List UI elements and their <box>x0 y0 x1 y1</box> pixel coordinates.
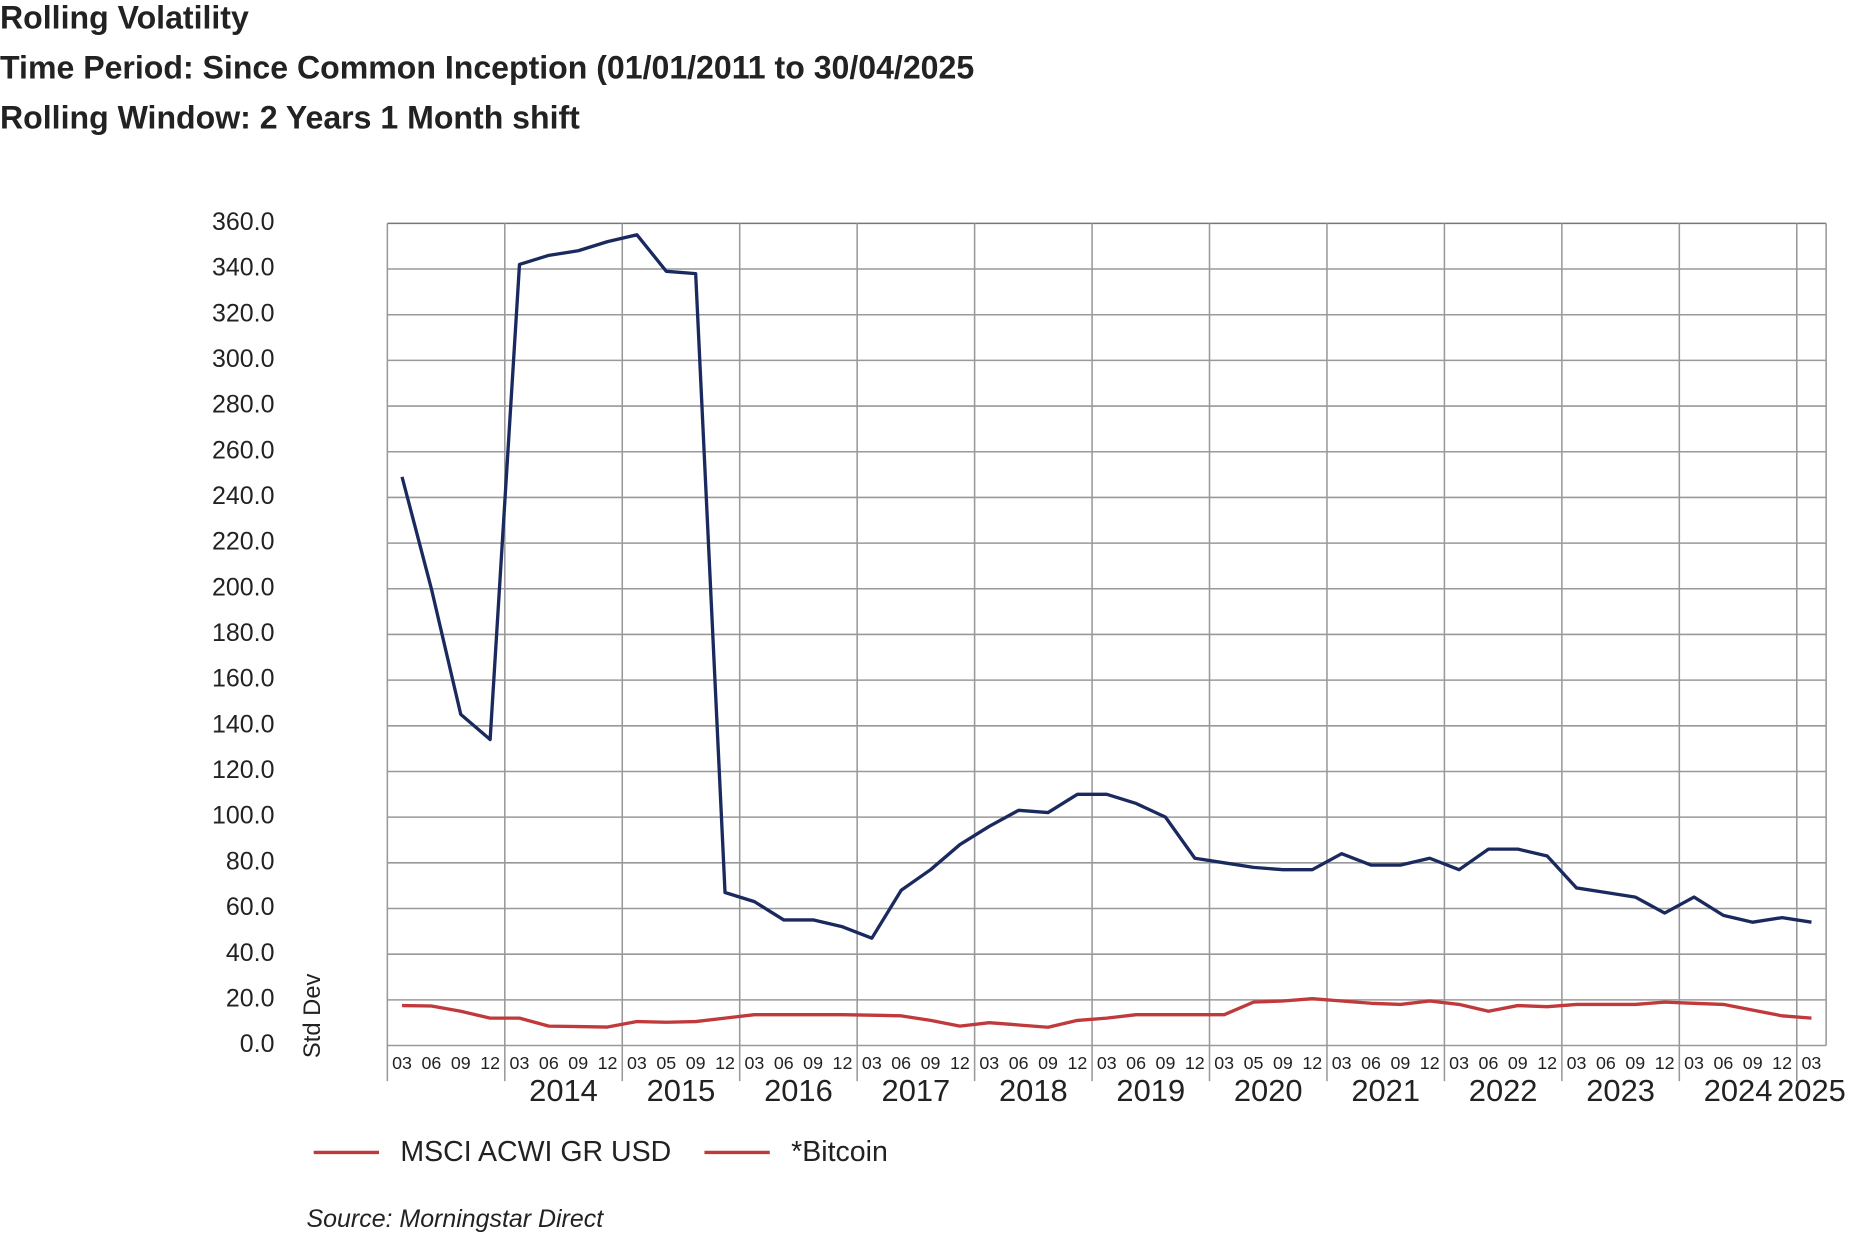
x-tick-label: 09 <box>451 1053 471 1073</box>
y-tick-label: 240.0 <box>212 482 274 510</box>
x-tick-label: 06 <box>1479 1053 1499 1073</box>
x-tick-label: 12 <box>950 1053 970 1073</box>
x-tick-label: 03 <box>1802 1053 1822 1073</box>
x-tick-label: 12 <box>1185 1053 1205 1073</box>
x-tick-label: 06 <box>1596 1053 1616 1073</box>
x-tick-label: 09 <box>1038 1053 1058 1073</box>
x-tick-label: 12 <box>1302 1053 1322 1073</box>
y-tick-label: 260.0 <box>212 436 274 464</box>
x-tick-label: 09 <box>1390 1053 1410 1073</box>
y-tick-label: 100.0 <box>212 802 274 830</box>
x-tick-label: 06 <box>774 1053 794 1073</box>
x-tick-label: 09 <box>1273 1053 1293 1073</box>
x-tick-label: 09 <box>568 1053 588 1073</box>
x-tick-label: 12 <box>1420 1053 1440 1073</box>
y-tick-label: 0.0 <box>240 1030 275 1058</box>
x-tick-label: 03 <box>744 1053 764 1073</box>
x-tick-label: 06 <box>1361 1053 1381 1073</box>
x-tick-label: 03 <box>1214 1053 1234 1073</box>
y-tick-label: 80.0 <box>226 847 275 875</box>
x-tick-label: 06 <box>421 1053 441 1073</box>
y-tick-label: 120.0 <box>212 756 274 784</box>
x-tick-label: 09 <box>686 1053 706 1073</box>
x-group-label: 2024 <box>1704 1073 1773 1108</box>
x-tick-label: 03 <box>510 1053 530 1073</box>
y-tick-label: 360.0 <box>212 208 274 236</box>
x-group-label: 2019 <box>1116 1073 1185 1108</box>
x-tick-label: 09 <box>1743 1053 1763 1073</box>
x-tick-label: 06 <box>539 1053 559 1073</box>
x-tick-label: 06 <box>1126 1053 1146 1073</box>
x-tick-label: 05 <box>1244 1053 1264 1073</box>
x-tick-label: 03 <box>979 1053 999 1073</box>
x-group-label: 2015 <box>647 1073 716 1108</box>
x-tick-label: 05 <box>656 1053 676 1073</box>
legend-label: MSCI ACWI GR USD <box>400 1136 671 1168</box>
x-group-label: 2020 <box>1234 1073 1303 1108</box>
y-tick-label: 40.0 <box>226 939 275 967</box>
x-tick-label: 12 <box>1067 1053 1087 1073</box>
x-tick-label: 03 <box>1567 1053 1587 1073</box>
y-tick-label: 280.0 <box>212 391 274 419</box>
x-tick-label: 09 <box>803 1053 823 1073</box>
chart-subtitle: Time Period: Since Common Inception (01/… <box>0 49 974 85</box>
x-tick-label: 12 <box>1655 1053 1675 1073</box>
source: Source: Morningstar Direct <box>307 1205 605 1233</box>
x-tick-label: 12 <box>715 1053 735 1073</box>
x-tick-label: 03 <box>1332 1053 1352 1073</box>
x-tick-label: 09 <box>1625 1053 1645 1073</box>
x-group-label: 2018 <box>999 1073 1068 1108</box>
x-group-label: 2022 <box>1469 1073 1538 1108</box>
x-tick-label: 03 <box>392 1053 412 1073</box>
y-tick-label: 200.0 <box>212 573 274 601</box>
x-tick-label: 03 <box>1684 1053 1704 1073</box>
y-tick-label: 140.0 <box>212 710 274 738</box>
x-tick-label: 12 <box>480 1053 500 1073</box>
legend-label: *Bitcoin <box>791 1136 888 1168</box>
y-tick-label: 320.0 <box>212 299 274 327</box>
x-group-label: 2023 <box>1586 1073 1655 1108</box>
x-tick-label: 12 <box>833 1053 853 1073</box>
x-tick-label: 09 <box>1508 1053 1528 1073</box>
x-tick-label: 06 <box>891 1053 911 1073</box>
y-tick-label: 20.0 <box>226 984 275 1012</box>
y-tick-label: 180.0 <box>212 619 274 647</box>
y-axis-label: Std Dev <box>299 973 326 1058</box>
y-tick-label: 300.0 <box>212 345 274 373</box>
x-tick-label: 06 <box>1713 1053 1733 1073</box>
chart-title: Rolling Volatility <box>0 0 249 36</box>
x-tick-label: 09 <box>921 1053 941 1073</box>
x-tick-label: 06 <box>1009 1053 1029 1073</box>
y-tick-label: 160.0 <box>212 665 274 693</box>
y-tick-label: 60.0 <box>226 893 275 921</box>
x-tick-label: 12 <box>598 1053 618 1073</box>
x-group-label: 2017 <box>882 1073 951 1108</box>
y-tick-label: 340.0 <box>212 254 274 282</box>
x-group-label: 2014 <box>529 1073 598 1108</box>
x-tick-label: 03 <box>627 1053 647 1073</box>
chart-subtitle: Rolling Window: 2 Years 1 Month shift <box>0 99 580 135</box>
x-tick-label: 03 <box>1097 1053 1117 1073</box>
x-group-label: 2021 <box>1351 1073 1420 1108</box>
x-tick-label: 12 <box>1772 1053 1792 1073</box>
line-series <box>402 997 1812 1029</box>
x-tick-label: 12 <box>1537 1053 1557 1073</box>
x-group-label: 2016 <box>764 1073 833 1108</box>
line-series <box>400 233 1812 940</box>
x-tick-label: 03 <box>862 1053 882 1073</box>
x-tick-label: 03 <box>1449 1053 1469 1073</box>
x-group-label: 2025 <box>1777 1073 1846 1108</box>
y-tick-label: 220.0 <box>212 528 274 556</box>
x-tick-label: 09 <box>1156 1053 1176 1073</box>
